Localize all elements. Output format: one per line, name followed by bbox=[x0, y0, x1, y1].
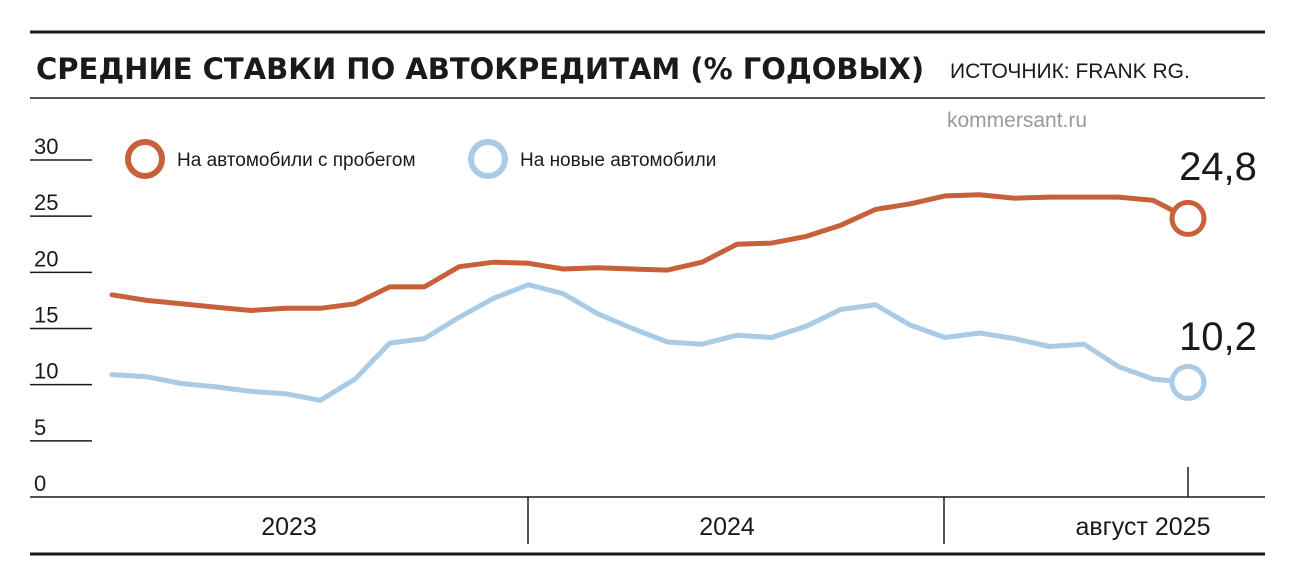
end-value-new-cars: 10,2 bbox=[1179, 315, 1257, 359]
x-group-label-2024: 2024 bbox=[699, 513, 755, 541]
x-group-label-2023: 2023 bbox=[261, 513, 317, 541]
y-tick-label-30: 30 bbox=[34, 134, 58, 159]
brand-watermark: kommersant.ru bbox=[947, 109, 1087, 132]
series-line-used-cars bbox=[109, 192, 1191, 313]
end-value-used-cars: 24,8 bbox=[1179, 145, 1257, 189]
legend: На автомобили с пробегом На новые автомо… bbox=[125, 139, 716, 179]
legend-label-used-cars: На автомобили с пробегом bbox=[177, 150, 416, 171]
y-tick-label-15: 15 bbox=[34, 303, 58, 328]
y-tick-label-5: 5 bbox=[34, 415, 46, 440]
y-tick-label-20: 20 bbox=[34, 246, 58, 271]
end-marker-new-cars bbox=[1169, 363, 1207, 401]
series-layer bbox=[109, 192, 1207, 403]
legend-marker-used-cars bbox=[125, 139, 165, 179]
legend-label-new-cars: На новые автомобили bbox=[520, 150, 716, 171]
y-tick-label-0: 0 bbox=[34, 471, 46, 496]
legend-marker-new-cars bbox=[468, 139, 508, 179]
end-marker-used-cars bbox=[1169, 199, 1207, 237]
series-line-new-cars bbox=[109, 282, 1191, 403]
y-tick-label-25: 25 bbox=[34, 190, 58, 215]
chart-title: СРЕДНИЕ СТАВКИ ПО АВТОКРЕДИТАМ (% ГОДОВЫ… bbox=[36, 52, 924, 86]
y-tick-label-10: 10 bbox=[34, 359, 58, 384]
x-group-label-2025: август 2025 bbox=[1075, 513, 1210, 541]
y-axis: 0 5 10 15 20 25 30 bbox=[30, 134, 92, 496]
source-note: ИСТОЧНИК: FRANK RG. bbox=[950, 60, 1190, 83]
